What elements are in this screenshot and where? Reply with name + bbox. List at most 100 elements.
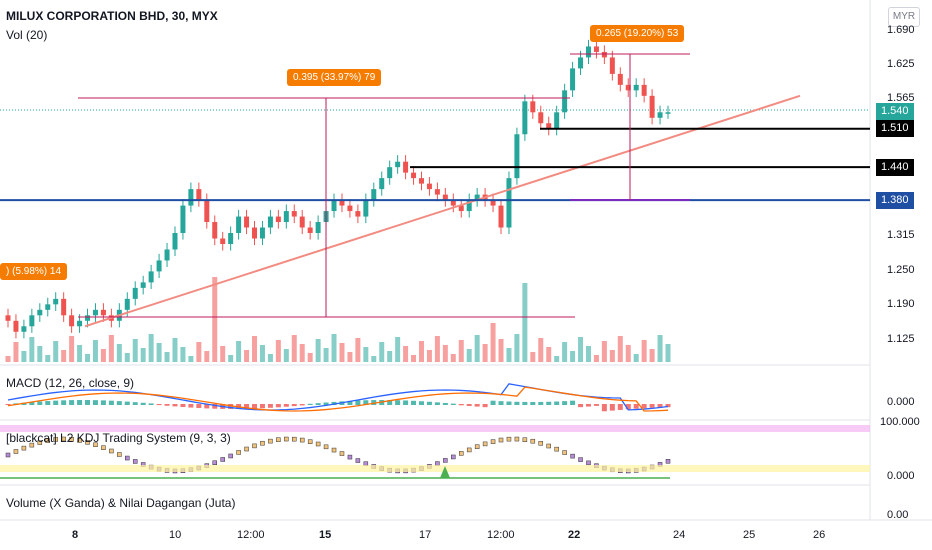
price-tick: 1.250	[887, 264, 915, 276]
macd-histogram-bar	[283, 404, 289, 407]
macd-histogram-bar	[665, 404, 671, 408]
kdj-mark	[101, 445, 106, 450]
macd-histogram-bar	[498, 401, 504, 405]
volume-bar	[307, 353, 313, 362]
volume-bar	[411, 355, 417, 362]
kdj-mark	[451, 454, 456, 460]
volume-bar	[164, 352, 170, 362]
measure-bubble[interactable]: 0.265 (19.20%) 53	[590, 25, 685, 42]
macd-histogram-bar	[609, 404, 615, 411]
kdj-mark	[570, 453, 575, 459]
macd-histogram-bar	[228, 404, 234, 409]
candle-body	[434, 189, 440, 195]
kdj-mark	[228, 453, 233, 459]
candle-body	[29, 315, 35, 327]
candle-body	[196, 189, 202, 201]
candle-body	[220, 238, 226, 244]
candle-body	[585, 46, 591, 58]
volume-bar	[77, 345, 83, 362]
macd-histogram-bar	[331, 401, 337, 405]
volume-bar	[108, 335, 114, 362]
volume-bar	[204, 351, 210, 362]
candle-body	[180, 205, 186, 234]
kdj-mark	[117, 452, 122, 457]
kdj-mark	[13, 449, 19, 454]
volume-bar	[13, 342, 19, 362]
volume-bar	[259, 345, 265, 362]
macd-histogram-bar	[307, 403, 313, 405]
candle-body	[156, 260, 162, 272]
kdj-mark	[538, 441, 544, 446]
candle-body	[578, 57, 584, 69]
volume-bar	[172, 338, 178, 362]
macd-histogram-bar	[434, 402, 440, 405]
measure-bubble[interactable]: ) (5.98%) 14	[0, 263, 68, 280]
kdj-mark	[260, 440, 265, 446]
macd-histogram-bar	[204, 404, 210, 409]
kdj-mark	[435, 461, 440, 466]
kdj-mark	[578, 457, 583, 462]
candle-body	[601, 51, 607, 58]
kdj-mark	[490, 439, 496, 444]
volume-bar	[132, 339, 138, 362]
candle-body	[61, 298, 67, 316]
candle-body	[140, 282, 146, 288]
macd-histogram-bar	[450, 403, 456, 405]
candle-body	[522, 101, 528, 135]
candle-body	[554, 112, 560, 129]
price-tick: 1.125	[887, 333, 915, 345]
kdj-mark	[498, 437, 504, 443]
macd-histogram-bar	[252, 404, 258, 409]
volume-bar	[593, 355, 599, 362]
macd-histogram-bar	[554, 401, 560, 405]
kdj-mark	[268, 438, 273, 444]
macd-histogram-bar	[100, 400, 106, 405]
kdj-mark	[482, 441, 488, 447]
macd-histogram-bar	[585, 404, 591, 407]
kdj-mark	[307, 439, 313, 444]
candle-body	[77, 320, 83, 327]
volume-bar	[180, 347, 186, 362]
measure-bubble[interactable]: 0.395 (33.97%) 79	[287, 69, 382, 86]
macd-histogram-bar	[85, 400, 91, 405]
kdj-mark	[93, 442, 98, 447]
candle-body	[45, 304, 51, 310]
kdj-lower-band	[0, 465, 870, 472]
volume-bar	[379, 342, 385, 362]
volume-bar	[188, 356, 194, 362]
candle-body	[204, 200, 210, 223]
candle-body	[124, 298, 130, 310]
volume-bar	[458, 340, 464, 362]
kdj-mark	[77, 438, 82, 443]
candle-body	[307, 227, 313, 234]
candle-body	[347, 205, 353, 212]
macd-histogram-bar	[108, 400, 114, 405]
level-tag-1440: 1.440	[876, 159, 914, 176]
volume-bar	[506, 348, 512, 362]
kdj-mark	[85, 440, 90, 445]
volume-bar	[100, 349, 106, 362]
kdj-mark	[236, 450, 241, 455]
volume-bar	[601, 341, 607, 362]
macd-histogram-bar	[69, 400, 75, 405]
kdj-mark	[339, 451, 345, 456]
time-tick: 25	[743, 529, 756, 541]
macd-histogram-bar	[442, 402, 448, 405]
macd-histogram-bar	[482, 404, 488, 408]
candle-body	[164, 249, 170, 261]
candle-body	[172, 233, 178, 250]
volume-label: Vol (20)	[6, 28, 48, 42]
volume-bar	[124, 353, 130, 362]
macd-histogram-bar	[538, 401, 544, 405]
volume-bar	[434, 336, 440, 362]
trendline	[84, 94, 801, 328]
kdj-mark	[252, 443, 257, 449]
macd-histogram-bar	[418, 401, 424, 405]
candle-body	[466, 200, 472, 212]
currency-button[interactable]: MYR	[888, 7, 920, 27]
candle-body	[442, 194, 448, 201]
volume-bar	[482, 344, 488, 362]
candle-body	[148, 271, 154, 283]
volume-bar	[347, 352, 353, 362]
